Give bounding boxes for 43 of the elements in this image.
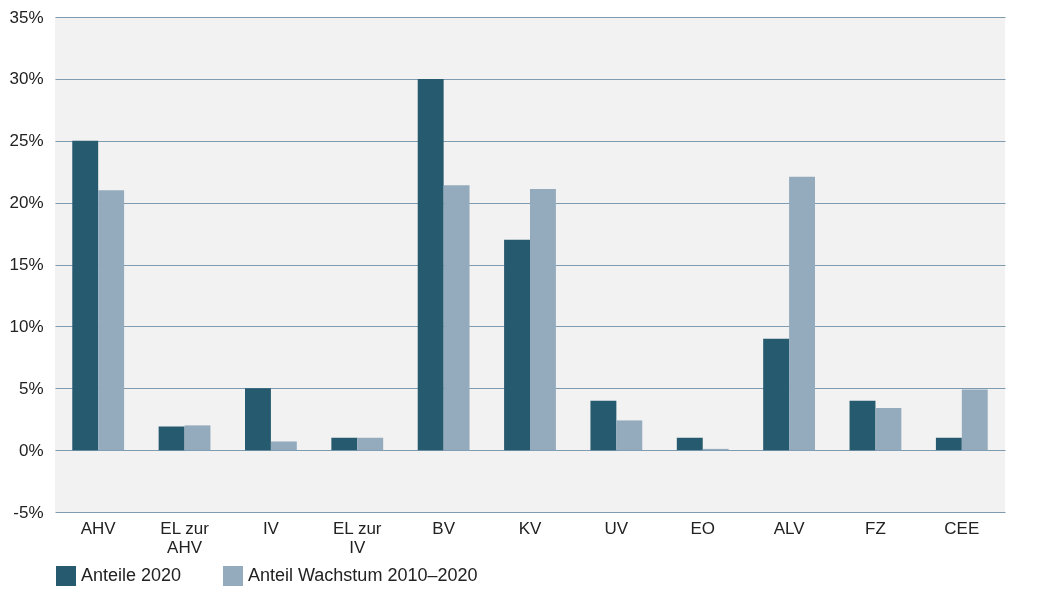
x-tick-label: EL zur IV xyxy=(333,518,382,557)
bar xyxy=(184,425,211,451)
bar xyxy=(590,400,617,451)
legend-label: Anteil Wachstum 2010–2020 xyxy=(248,565,478,585)
y-tick-label: -5% xyxy=(13,502,44,522)
bar xyxy=(935,437,962,451)
x-tick-label: EL zur AHV xyxy=(160,518,210,557)
y-tick-label: 35% xyxy=(9,7,44,27)
bar xyxy=(331,437,358,451)
y-tick-label: 25% xyxy=(9,131,44,151)
x-tick-label: AHV xyxy=(80,518,117,538)
bar xyxy=(504,239,530,451)
bar xyxy=(789,176,815,451)
bar xyxy=(270,441,297,451)
y-tick-label: 15% xyxy=(9,255,44,274)
bar xyxy=(849,400,876,451)
bar xyxy=(158,426,185,451)
x-tick-label: BV xyxy=(432,518,456,538)
x-tick-label: FZ xyxy=(865,518,886,538)
bar xyxy=(98,190,125,451)
y-tick-label: 20% xyxy=(9,193,44,213)
bar xyxy=(443,185,470,451)
bar xyxy=(417,78,444,451)
y-tick-label: 5% xyxy=(18,378,44,398)
x-tick-label: ALV xyxy=(773,518,806,538)
y-tick-label: 10% xyxy=(9,316,44,336)
x-tick-label: CEE xyxy=(944,518,980,538)
bar xyxy=(961,389,988,451)
x-tick-label: KV xyxy=(518,518,542,538)
bar xyxy=(357,437,384,451)
legend-label: Anteile 2020 xyxy=(81,565,182,585)
y-tick-label: 30% xyxy=(9,69,44,89)
x-tick-label: EO xyxy=(690,518,716,538)
x-tick-label: IV xyxy=(262,518,280,538)
bar xyxy=(530,189,556,451)
bar xyxy=(763,338,790,451)
bar xyxy=(72,140,99,451)
x-tick-label: UV xyxy=(604,518,629,538)
bar xyxy=(676,437,703,451)
bar xyxy=(245,388,271,451)
bar xyxy=(616,420,643,451)
bar xyxy=(875,408,902,451)
y-tick-label: 0% xyxy=(18,440,44,460)
